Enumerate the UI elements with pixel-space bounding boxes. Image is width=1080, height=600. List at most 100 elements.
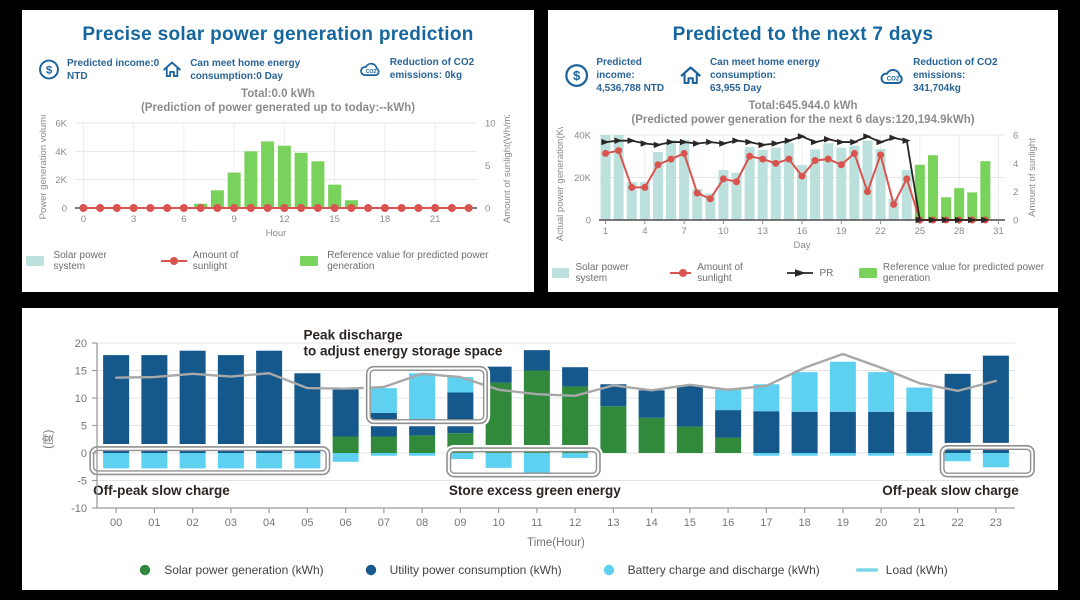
svg-text:6: 6	[1013, 131, 1018, 142]
legend-swatch	[161, 257, 187, 265]
today-chart-title: Total:0.0 kWh (Prediction of power gener…	[22, 87, 534, 115]
svg-text:21: 21	[913, 517, 925, 529]
annotations: Peak discharge to adjust energy storage s…	[87, 328, 1038, 498]
legend-label: Amount of sunlight	[192, 250, 239, 272]
legend-item: PR	[787, 267, 833, 279]
svg-text:10: 10	[75, 393, 87, 405]
svg-text:04: 04	[263, 517, 275, 529]
svg-text:23: 23	[990, 517, 1002, 529]
svg-text:02: 02	[187, 517, 199, 529]
svg-text:6: 6	[181, 214, 186, 225]
co2-cloud-icon: CO2	[360, 62, 380, 76]
svg-text:5: 5	[485, 161, 490, 172]
today-chart-total: Total:0.0 kWh	[241, 88, 315, 100]
svg-text:7: 7	[681, 226, 686, 237]
svg-text:4: 4	[642, 226, 647, 237]
sunlight-line	[79, 204, 473, 212]
legend-swatch	[859, 268, 877, 278]
svg-text:19: 19	[837, 517, 849, 529]
svg-text:5: 5	[81, 421, 87, 433]
svg-text:06: 06	[340, 517, 352, 529]
legend-item: Battery charge and discharge (kWh)	[596, 563, 820, 577]
svg-text:40K: 40K	[574, 131, 592, 142]
legend-swatch	[299, 256, 318, 266]
annotation-label: Store excess green energy	[449, 483, 621, 498]
panel-today-title: Precise solar power generation predictio…	[82, 24, 474, 45]
svg-text:0: 0	[485, 204, 490, 215]
stat-value: 4,536,788 NTD	[596, 83, 665, 94]
svg-text:12: 12	[569, 517, 581, 529]
legend-item: Solar power generation (kWh)	[132, 563, 324, 577]
gridlines	[75, 122, 477, 208]
svg-text:Day: Day	[794, 240, 811, 251]
legend-label: Load (kWh)	[885, 563, 948, 577]
week-chart-legend: Solar power system Amount of sunlight PR Re…	[548, 262, 1058, 284]
legend-swatch	[552, 268, 570, 278]
svg-text:01: 01	[148, 517, 160, 529]
svg-text:28: 28	[954, 226, 965, 237]
stat-label: Predicted income:	[596, 57, 642, 81]
gridlines	[97, 342, 1015, 481]
stat-item: $ Predicted income: 4,536,788 NTD	[564, 56, 678, 95]
legend-swatch	[365, 564, 376, 576]
svg-text:0: 0	[586, 216, 591, 227]
today-chart: 0 3 6 9 12 15 18 21 0 2K 4K 6K 0 5 10 Hour Power generat…	[38, 108, 513, 239]
svg-text:11: 11	[531, 517, 542, 529]
legend-item: Amount of sunlight	[669, 262, 766, 284]
stat-value: 341,704kg	[913, 83, 961, 94]
svg-text:20: 20	[875, 517, 887, 529]
svg-text:0: 0	[81, 448, 87, 460]
legend-label: Utility power consumption (kWh)	[389, 563, 562, 577]
legend-label: Battery charge and discharge (kWh)	[627, 563, 820, 577]
home-icon	[163, 61, 181, 77]
svg-text:1: 1	[603, 226, 608, 237]
legend-label: Reference value for predicted power gene…	[327, 250, 489, 272]
legend-item: Reference value for predicted power gene…	[855, 262, 1058, 284]
annotation-label: Off-peak slow charge	[93, 483, 230, 498]
axis: 20 15 10 5 0 -5 -10 00 01 02 03 04 05 06 07 08 09 10 11 12 1…	[41, 338, 1015, 549]
stat-item: Can meet home energy consumption: 63,955 …	[678, 56, 878, 95]
svg-text:07: 07	[378, 517, 390, 529]
svg-text:18: 18	[799, 517, 811, 529]
svg-text:Power generation volume: Power generation volume	[38, 115, 49, 219]
svg-text:09: 09	[454, 517, 466, 529]
svg-text:16: 16	[722, 517, 734, 529]
legend-item: Solar power system	[22, 250, 139, 272]
stat-text: Can meet home energy consumption:0 Day	[190, 57, 358, 83]
legend-label: Solar power system	[575, 262, 629, 284]
week-chart-title: Total:645.944.0 kWh (Predicted power gen…	[548, 99, 1058, 127]
stat-label: Reduction of CO2 emissions: 0kg	[389, 57, 475, 81]
svg-text:20K: 20K	[574, 173, 592, 184]
panel-week: Predicted to the next 7 days $ Predicted …	[548, 10, 1058, 292]
svg-text:15: 15	[75, 366, 87, 378]
stat-label: Can meet home energy consumption:	[709, 57, 820, 81]
legend-swatch	[140, 564, 151, 576]
today-chart-subtitle: (Prediction of power generated up to tod…	[140, 102, 416, 114]
daily-chart: Peak discharge to adjust energy storage s…	[41, 328, 1038, 549]
svg-text:31: 31	[993, 226, 1004, 237]
legend-label: PR	[819, 267, 834, 279]
svg-text:Amount of sunlight: Amount of sunlight	[1027, 138, 1038, 217]
legend-swatch	[787, 269, 814, 277]
svg-text:21: 21	[430, 214, 441, 225]
legend-item: Amount of sunlight	[161, 250, 273, 272]
stat-item: CO2 Reduction of CO2 emissions: 341,704kg	[878, 56, 1044, 95]
svg-text:2: 2	[1013, 187, 1018, 198]
stat-item: Can meet home energy consumption:0 Day	[161, 56, 358, 83]
stat-text: Reduction of CO2 emissions: 341,704kg	[913, 56, 1044, 95]
legend-label: Reference value for predicted power gene…	[882, 262, 1045, 284]
stat-label: Predicted income:0 NTD	[66, 57, 160, 82]
panel-today: Precise solar power generation predictio…	[22, 10, 534, 292]
legend-label: Amount of sunlight	[697, 262, 743, 284]
home-icon	[680, 66, 701, 85]
axis: 0 3 6 9 12 15 18 21 0 2K 4K 6K 0 5 10 Hour Power generat…	[38, 108, 513, 239]
legend-item: Solar power system	[548, 262, 648, 284]
legend-swatch	[855, 568, 878, 572]
svg-text:4K: 4K	[55, 147, 67, 158]
dollar-icon: $	[565, 64, 589, 87]
stat-value: 63,955 Day	[709, 83, 762, 94]
co2-cloud-icon: CO2	[880, 68, 903, 84]
svg-text:17: 17	[760, 517, 772, 529]
svg-text:6K: 6K	[55, 119, 67, 130]
svg-text:CO2: CO2	[366, 69, 377, 75]
